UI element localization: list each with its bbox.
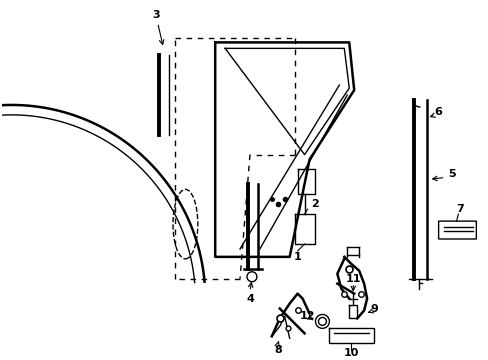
Text: 10: 10 [343,348,358,358]
Text: 7: 7 [456,204,464,214]
Text: 8: 8 [273,345,281,355]
Text: 5: 5 [447,170,455,180]
Text: 11: 11 [345,274,360,284]
Text: 1: 1 [293,252,301,262]
Text: 6: 6 [434,107,442,117]
Text: 12: 12 [299,311,315,321]
Text: 2: 2 [310,199,318,209]
Text: 3: 3 [151,10,159,19]
Text: 4: 4 [245,293,253,303]
Text: 9: 9 [369,303,377,314]
